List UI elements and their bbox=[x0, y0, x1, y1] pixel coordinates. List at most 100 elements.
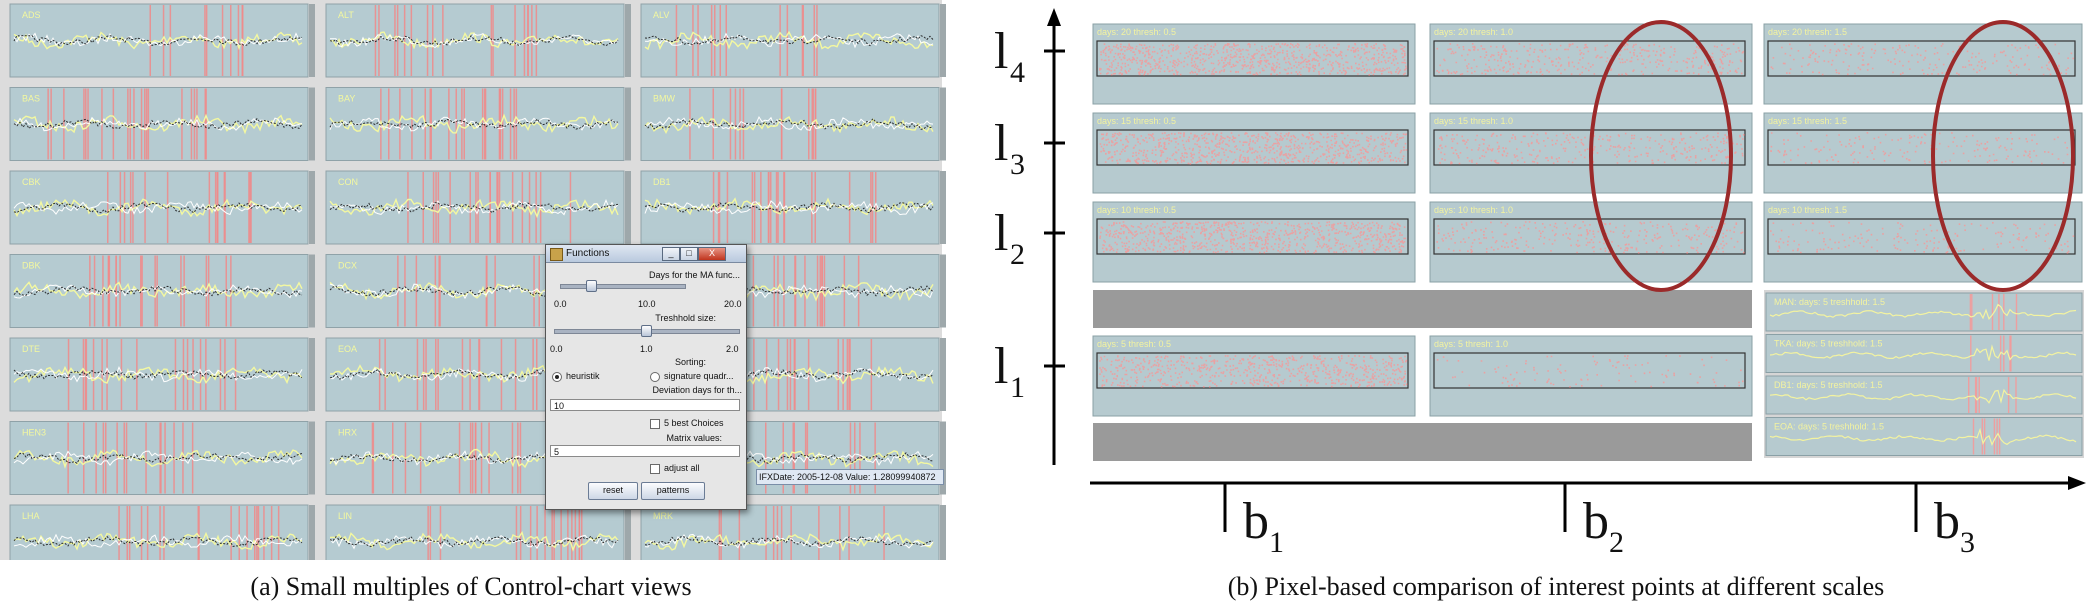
y-axis-label-subscript: 3 bbox=[1010, 148, 1025, 181]
highlight-ellipse bbox=[1589, 20, 1733, 292]
x-axis-label: b bbox=[1934, 493, 1960, 550]
cell-label: days: 20 thresh: 1.5 bbox=[1768, 27, 1847, 37]
control-chart-tile[interactable]: MRK bbox=[640, 504, 946, 560]
y-axis-label: l bbox=[994, 115, 1008, 172]
mini-chart-label: MAN: days: 5 treshhold: 1.5 bbox=[1774, 297, 1885, 307]
x-axis-label-subscript: 2 bbox=[1609, 526, 1624, 559]
tile-label: LHA bbox=[22, 511, 40, 521]
tile-label: BAY bbox=[338, 94, 355, 104]
threshold-slider-thumb[interactable] bbox=[641, 325, 652, 337]
minimize-icon[interactable]: _ bbox=[662, 247, 680, 261]
ma-days-slider-thumb[interactable] bbox=[586, 280, 597, 292]
tile-label: CON bbox=[338, 177, 358, 187]
maximize-icon[interactable]: □ bbox=[680, 247, 698, 261]
heuristik-label: heuristik bbox=[566, 371, 600, 381]
x-axis-label: b bbox=[1243, 493, 1269, 550]
x-axis-label-subscript: 1 bbox=[1269, 526, 1284, 559]
control-chart-tile[interactable]: ALT bbox=[325, 3, 631, 78]
cell-label: days: 15 thresh: 0.5 bbox=[1097, 116, 1176, 126]
threshold-tick-mid: 1.0 bbox=[640, 344, 653, 354]
cell-label: days: 15 thresh: 1.0 bbox=[1434, 116, 1513, 126]
threshold-tick-min: 0.0 bbox=[550, 344, 563, 354]
highlight-ellipse bbox=[1931, 20, 2075, 292]
deviation-days-field[interactable]: 10 bbox=[550, 399, 740, 411]
signature-radio[interactable] bbox=[650, 372, 660, 382]
pixel-comparison-figure: days: 20 thresh: 0.5 days: 20 thresh: 1.0… bbox=[994, 8, 2086, 559]
pixel-matrix-cell[interactable]: days: 10 thresh: 1.0 bbox=[1429, 201, 1753, 283]
tile-label: DTE bbox=[22, 344, 40, 354]
empty-row-bar bbox=[1093, 423, 1752, 461]
control-chart-tile[interactable]: BMW bbox=[640, 87, 946, 161]
close-icon[interactable]: X bbox=[698, 247, 726, 261]
best-choices-checkbox[interactable] bbox=[650, 419, 660, 429]
tile-label: LIN bbox=[338, 511, 352, 521]
mini-control-chart[interactable]: MAN: days: 5 treshhold: 1.5 bbox=[1765, 292, 2083, 332]
ma-days-slider[interactable] bbox=[560, 284, 686, 289]
functions-dialog[interactable]: Functions _ □ X Days for the MA func... … bbox=[545, 244, 747, 510]
pixel-matrix-cell[interactable]: days: 20 thresh: 1.5 bbox=[1763, 23, 2083, 105]
matrix-values-field[interactable]: 5 bbox=[550, 445, 740, 457]
reset-button[interactable]: reset bbox=[588, 482, 638, 500]
control-chart-tile[interactable]: CBK bbox=[9, 170, 315, 245]
pixel-matrix-cell[interactable]: days: 5 thresh: 0.5 bbox=[1092, 335, 1416, 417]
mini-chart-label: DB1: days: 5 treshhold: 1.5 bbox=[1774, 380, 1883, 390]
threshold-label: Treshhold size: bbox=[655, 313, 716, 323]
control-chart-tile[interactable]: BAS bbox=[9, 87, 315, 161]
ma-tick-min: 0.0 bbox=[554, 299, 567, 309]
value-tooltip: IFXDate: 2005-12-08 Value: 1.28099940872 bbox=[756, 469, 944, 485]
dialog-titlebar[interactable]: Functions _ □ X bbox=[546, 245, 746, 263]
tile-label: ALV bbox=[653, 10, 669, 20]
mini-control-chart[interactable]: EOA: days: 5 treshhold: 1.5 bbox=[1765, 417, 2083, 456]
cell-label: days: 15 thresh: 1.5 bbox=[1768, 116, 1847, 126]
mini-chart-label: EOA: days: 5 treshhold: 1.5 bbox=[1774, 422, 1884, 432]
signature-label: signature quadr... bbox=[664, 371, 734, 381]
tile-label: DCX bbox=[338, 261, 357, 271]
control-chart-tile[interactable]: HEN3 bbox=[9, 421, 315, 495]
sorting-label: Sorting: bbox=[674, 357, 706, 367]
cell-label: days: 5 thresh: 0.5 bbox=[1097, 339, 1171, 349]
control-chart-tile[interactable]: ALV bbox=[640, 3, 946, 78]
threshold-tick-max: 2.0 bbox=[726, 344, 739, 354]
control-chart-tile[interactable]: DB1 bbox=[640, 170, 946, 245]
tile-label: HEN3 bbox=[22, 428, 46, 438]
pixel-matrix-cell[interactable]: days: 5 thresh: 1.0 bbox=[1429, 335, 1753, 417]
y-axis-label: l bbox=[994, 23, 1008, 80]
patterns-button[interactable]: patterns bbox=[641, 482, 705, 500]
adjust-all-checkbox[interactable] bbox=[650, 464, 660, 474]
cell-label: days: 10 thresh: 0.5 bbox=[1097, 205, 1176, 215]
y-axis-label-subscript: 2 bbox=[1010, 238, 1025, 271]
control-chart-tile[interactable]: CON bbox=[325, 170, 631, 245]
pixel-matrix-cell[interactable]: days: 20 thresh: 1.0 bbox=[1429, 23, 1753, 105]
control-chart-tile[interactable]: LIN bbox=[325, 504, 631, 560]
control-chart-tile[interactable]: DTE bbox=[9, 337, 315, 412]
matrix-values-label: Matrix values: bbox=[666, 433, 722, 443]
empty-row-bar bbox=[1093, 290, 1752, 328]
ma-tick-mid: 10.0 bbox=[638, 299, 656, 309]
deviation-label: Deviation days for th... bbox=[652, 385, 742, 395]
control-chart-tile[interactable]: ADS bbox=[9, 3, 315, 78]
tile-label: ALT bbox=[338, 10, 354, 20]
y-axis-label: l bbox=[994, 205, 1008, 262]
tile-label: DBK bbox=[22, 261, 41, 271]
mini-control-chart[interactable]: DB1: days: 5 treshhold: 1.5 bbox=[1765, 375, 2083, 415]
pixel-matrix-cell[interactable]: days: 10 thresh: 0.5 bbox=[1092, 201, 1416, 283]
pixel-matrix-cell[interactable]: days: 20 thresh: 0.5 bbox=[1092, 23, 1416, 105]
x-axis-label-subscript: 3 bbox=[1960, 526, 1975, 559]
mini-control-chart[interactable]: TKA: days: 5 treshhold: 1.5 bbox=[1765, 334, 2083, 373]
control-chart-tile[interactable]: BAY bbox=[325, 87, 631, 161]
ma-tick-max: 20.0 bbox=[724, 299, 742, 309]
control-chart-tile[interactable]: LHA bbox=[9, 504, 315, 560]
pixel-matrix-cell[interactable]: days: 15 thresh: 0.5 bbox=[1092, 112, 1416, 194]
tile-label: CBK bbox=[22, 177, 41, 187]
pixel-matrix-cell[interactable]: days: 10 thresh: 1.5 bbox=[1763, 201, 2083, 283]
control-chart-tile[interactable]: DBK bbox=[9, 254, 315, 328]
tile-label: DB1 bbox=[653, 177, 671, 187]
best-choices-label: 5 best Choices bbox=[664, 418, 724, 428]
pixel-matrix-cell[interactable]: days: 15 thresh: 1.5 bbox=[1763, 112, 2083, 194]
tile-label: BAS bbox=[22, 94, 40, 104]
dialog-title: Functions bbox=[566, 248, 610, 259]
heuristik-radio[interactable] bbox=[552, 372, 562, 382]
y-axis-arrow-icon bbox=[1047, 8, 1061, 26]
adjust-all-label: adjust all bbox=[664, 463, 700, 473]
y-axis-label: l bbox=[994, 338, 1008, 395]
